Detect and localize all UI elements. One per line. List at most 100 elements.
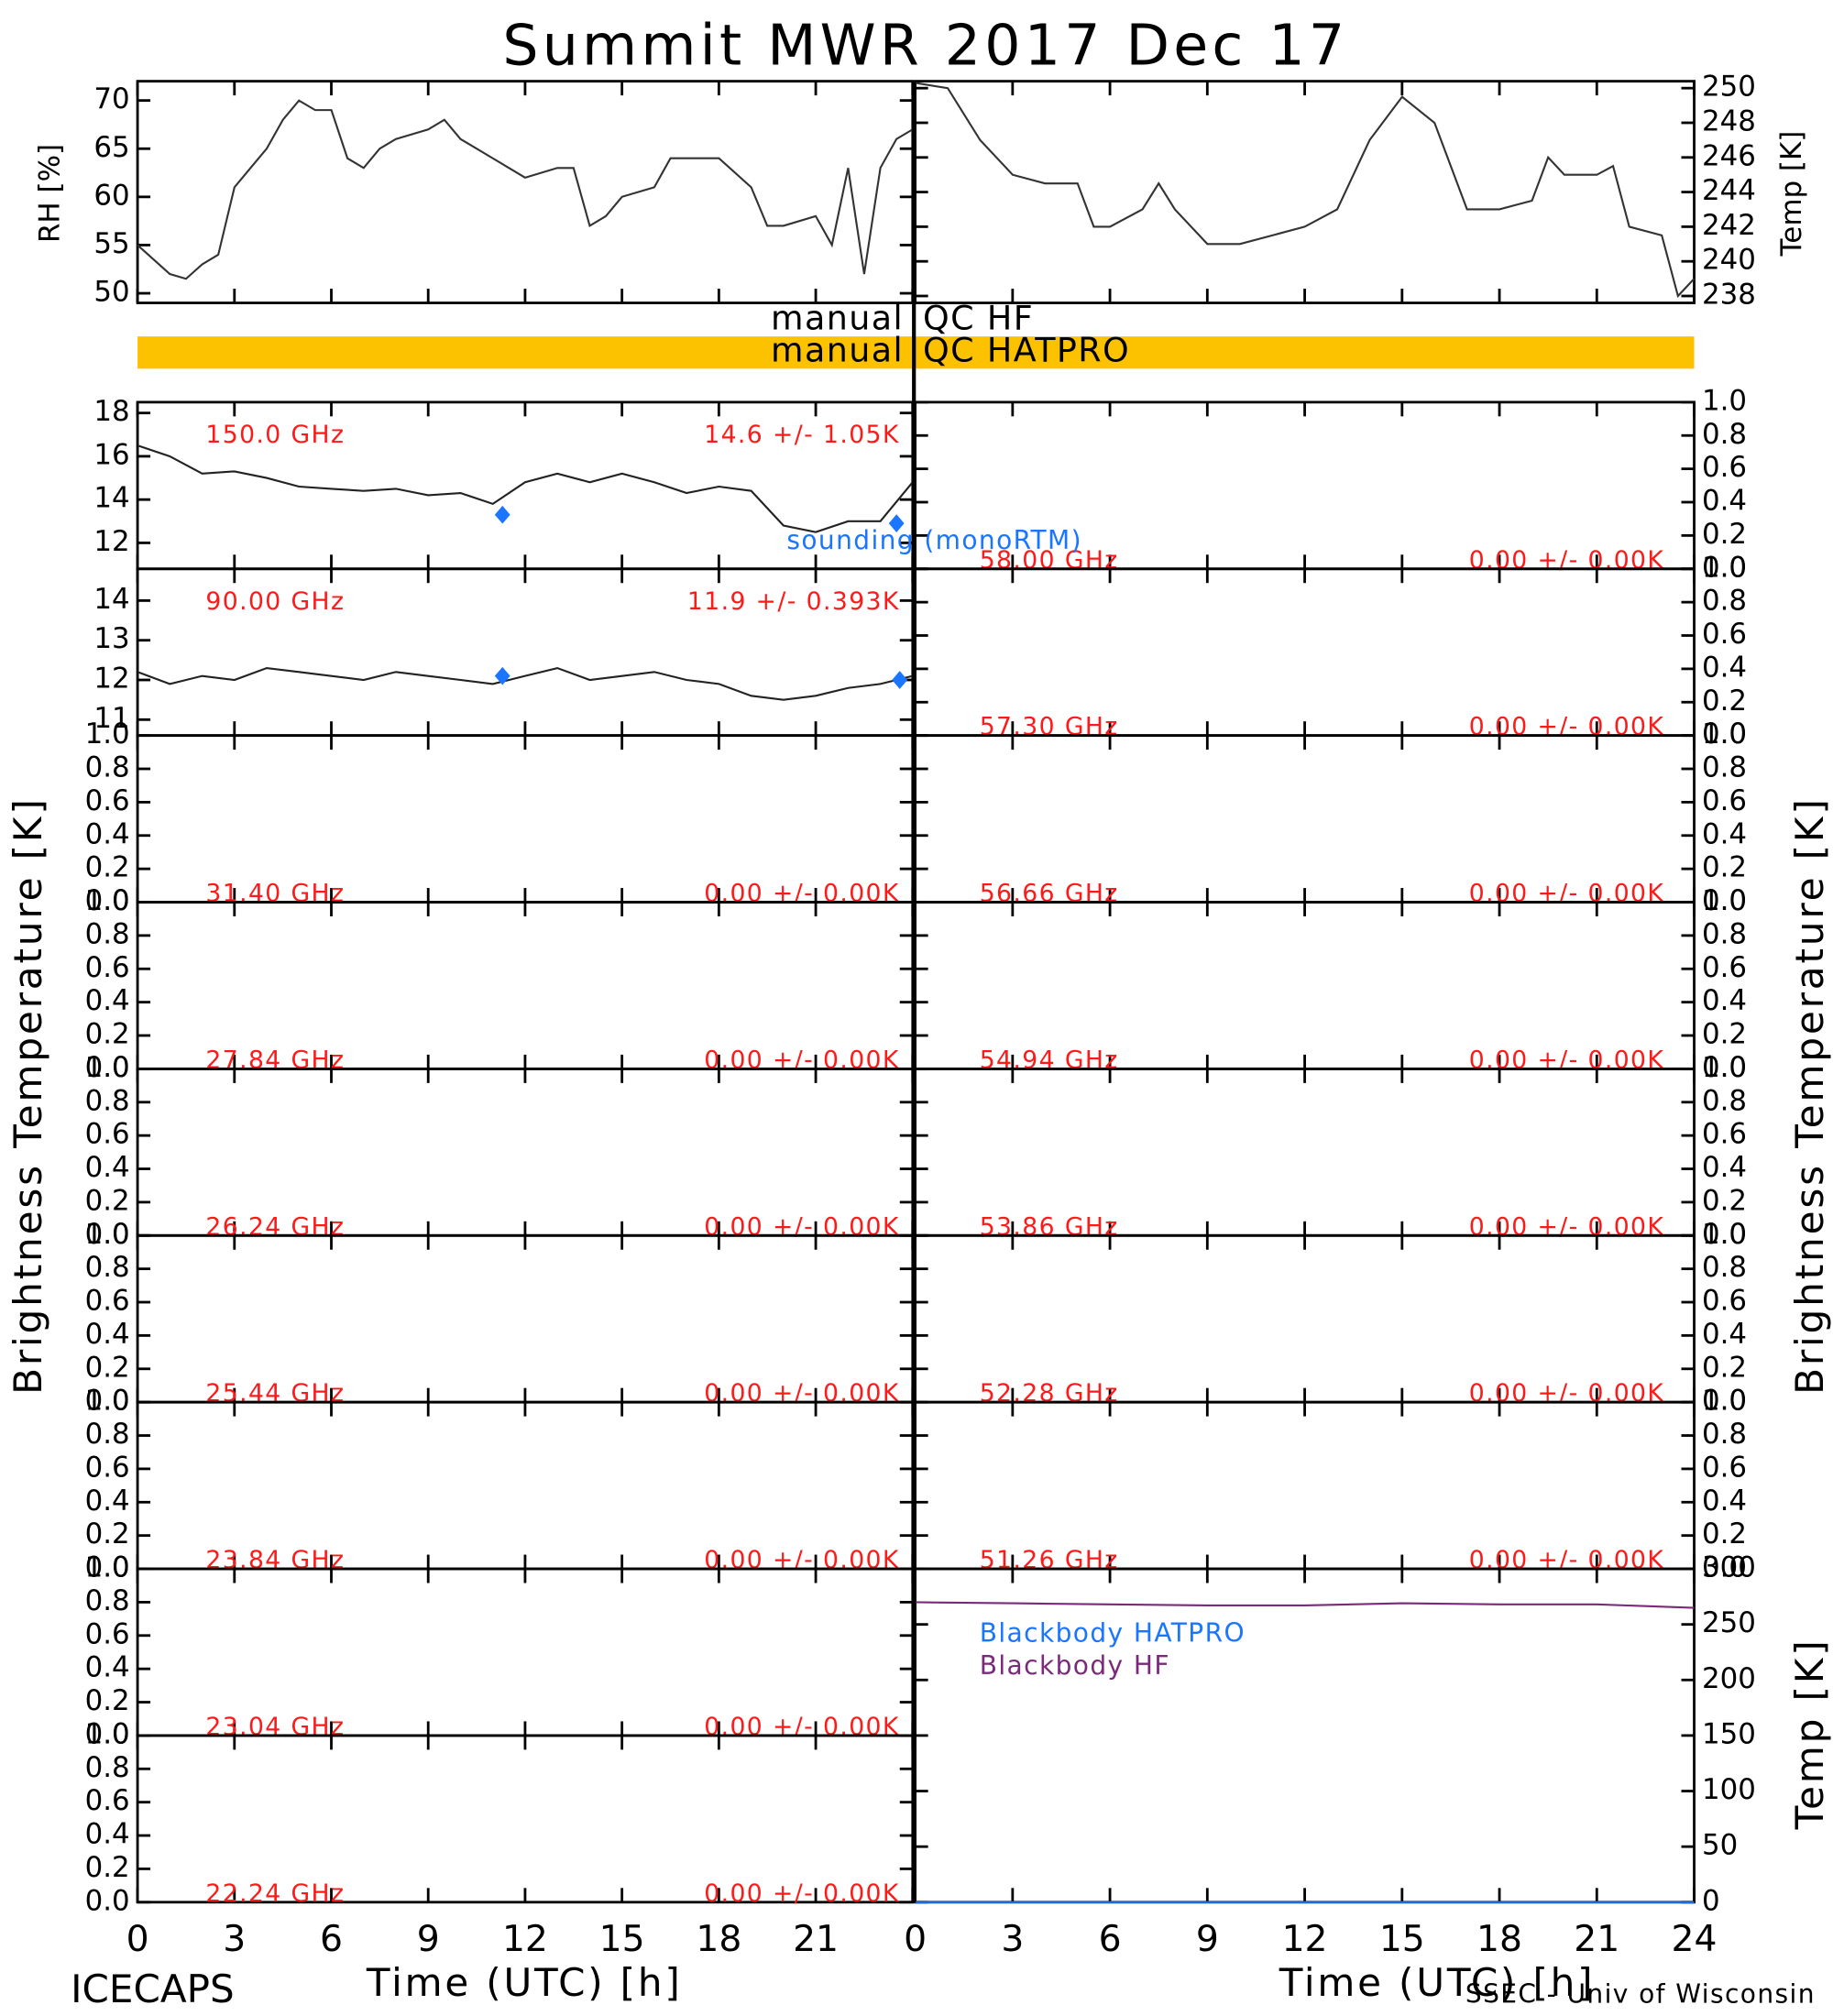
x-tick-label: 15 <box>1379 1919 1425 1960</box>
channel-label: 150.0 GHz <box>205 421 345 449</box>
y-tick-label: 0.6 <box>85 951 130 984</box>
sounding-marker <box>494 666 510 685</box>
y-tick-label: 1.0 <box>85 1385 130 1418</box>
y-tick-label: 0.6 <box>1702 951 1747 984</box>
y-tick-label: 1.0 <box>1702 384 1747 417</box>
channel-stats: 0.00 +/- 0.00K <box>704 1212 900 1241</box>
legend-entry: sounding (monoRTM) <box>786 525 1082 555</box>
y-tick-label: 0.4 <box>85 1318 130 1351</box>
x-tick-label: 0 <box>126 1919 149 1960</box>
y-tick-label: 0.2 <box>1702 1184 1747 1217</box>
channel-stats: 14.6 +/- 1.05K <box>704 421 900 449</box>
x-tick-label: 18 <box>696 1919 741 1960</box>
y-tick-label: 0.4 <box>1702 817 1747 850</box>
qc-label: manual <box>771 330 904 369</box>
y-tick-label: 0.6 <box>1702 1118 1747 1151</box>
y-tick-label: 0.2 <box>85 1017 130 1050</box>
y-tick-label: 0 <box>1702 1884 1720 1917</box>
y-tick-label: 0.8 <box>1702 585 1747 618</box>
channel-stats: 11.9 +/- 0.393K <box>687 587 900 616</box>
y-tick-label: 240 <box>1702 244 1756 277</box>
y-tick-label: 1.0 <box>85 1717 130 1750</box>
footer-left: ICECAPS <box>71 1967 235 2011</box>
y-tick-label: 0.2 <box>85 851 130 884</box>
y-tick-label: 0.6 <box>1702 1284 1747 1317</box>
y-tick-label: 250 <box>1702 1606 1756 1639</box>
y-tick-label: 0.6 <box>85 784 130 817</box>
x-axis-label: Time (UTC) [h] <box>366 1960 683 2005</box>
y-tick-label: 0.4 <box>1702 1318 1747 1351</box>
y-tick-label: 0.6 <box>85 1118 130 1151</box>
x-tick-label: 12 <box>1282 1919 1328 1960</box>
y-tick-label: 16 <box>93 438 129 471</box>
y-tick-label: 0.8 <box>85 1084 130 1117</box>
x-tick-label: 3 <box>223 1919 246 1960</box>
channel-label: 31.40 GHz <box>205 880 345 908</box>
channel-label: 22.24 GHz <box>205 1879 345 1908</box>
legend-entry: Blackbody HF <box>980 1650 1170 1681</box>
data-line <box>915 82 1696 299</box>
y-tick-label: 100 <box>1702 1773 1756 1806</box>
y-tick-label: 65 <box>93 131 129 164</box>
channel-stats: 0.00 +/- 0.00K <box>704 1546 900 1574</box>
channel-label: 90.00 GHz <box>205 587 345 616</box>
data-line <box>915 1601 1695 1609</box>
y-tick-label: 0.8 <box>1702 1418 1747 1451</box>
y-tick-label: 55 <box>93 227 129 260</box>
y-tick-label: 0.4 <box>85 984 130 1017</box>
y-tick-label: 0.4 <box>85 1151 130 1184</box>
channel-label: 23.84 GHz <box>205 1546 345 1574</box>
x-tick-label: 21 <box>1574 1919 1619 1960</box>
sounding-marker <box>892 671 908 689</box>
channel-label: 52.28 GHz <box>980 1379 1119 1408</box>
channel-stats: 0.00 +/- 0.00K <box>704 1879 900 1908</box>
y-tick-label: 238 <box>1702 278 1756 311</box>
y-tick-label: 300 <box>1702 1551 1756 1584</box>
y-tick-label: 0.4 <box>1702 1151 1747 1184</box>
y-tick-label: 50 <box>1702 1829 1738 1862</box>
y-tick-label: 0.8 <box>1702 418 1747 451</box>
y-tick-label: 0.2 <box>85 1351 130 1384</box>
y-tick-label: 0.8 <box>85 1584 130 1617</box>
x-tick-label: 6 <box>320 1919 343 1960</box>
qc-label: QC HATPRO <box>923 330 1130 369</box>
y-tick-label: 1.0 <box>1702 1051 1747 1084</box>
x-tick-label: 15 <box>599 1919 645 1960</box>
channel-label: 25.44 GHz <box>205 1379 345 1408</box>
y-tick-label: 1.0 <box>1702 551 1747 584</box>
x-tick-label: 0 <box>904 1919 927 1960</box>
x-tick-label: 6 <box>1099 1919 1122 1960</box>
y-tick-label: 0.8 <box>85 1751 130 1784</box>
y-tick-label: 0.0 <box>85 1385 130 1418</box>
y-tick-label: 70 <box>93 82 129 115</box>
legend-entry: Blackbody HATPRO <box>980 1618 1246 1649</box>
y-tick-label: 0.6 <box>1702 784 1747 817</box>
y-tick-label: 14 <box>93 583 129 616</box>
y-tick-label: 1.0 <box>85 718 130 751</box>
y-tick-label: 0.8 <box>85 1418 130 1451</box>
title: Summit MWR 2017 Dec 17 <box>502 12 1348 78</box>
y-tick-label: 150 <box>1702 1717 1756 1750</box>
y-axis-label: Temp [K] <box>1787 1638 1832 1830</box>
channel-stats: 0.00 +/- 0.00K <box>704 880 900 908</box>
channel-label: 54.94 GHz <box>980 1046 1119 1074</box>
y-tick-label: 0.8 <box>1702 917 1747 950</box>
channel-label: 57.30 GHz <box>980 713 1119 741</box>
y-tick-label: 0.8 <box>1702 1084 1747 1117</box>
y-tick-label: 0.4 <box>85 1651 130 1684</box>
y-tick-label: 0.0 <box>85 1717 130 1750</box>
y-tick-label: 244 <box>1702 174 1756 207</box>
y-tick-label: 0.6 <box>85 1451 130 1484</box>
y-tick-label: 0.0 <box>85 1051 130 1084</box>
y-tick-label: 246 <box>1702 139 1756 172</box>
y-tick-label: 13 <box>93 622 129 655</box>
y-tick-label: 60 <box>93 179 129 212</box>
y-tick-label: 0.2 <box>85 1851 130 1884</box>
y-tick-label: 0.2 <box>85 1684 130 1717</box>
y-tick-label: 0.0 <box>1702 884 1747 917</box>
y-tick-label: 0.0 <box>1702 1551 1747 1584</box>
y-axis-label: Brightness Temperature [K] <box>1787 796 1832 1395</box>
y-tick-label: 0.4 <box>1702 651 1747 684</box>
y-tick-label: 0.4 <box>85 1485 130 1517</box>
